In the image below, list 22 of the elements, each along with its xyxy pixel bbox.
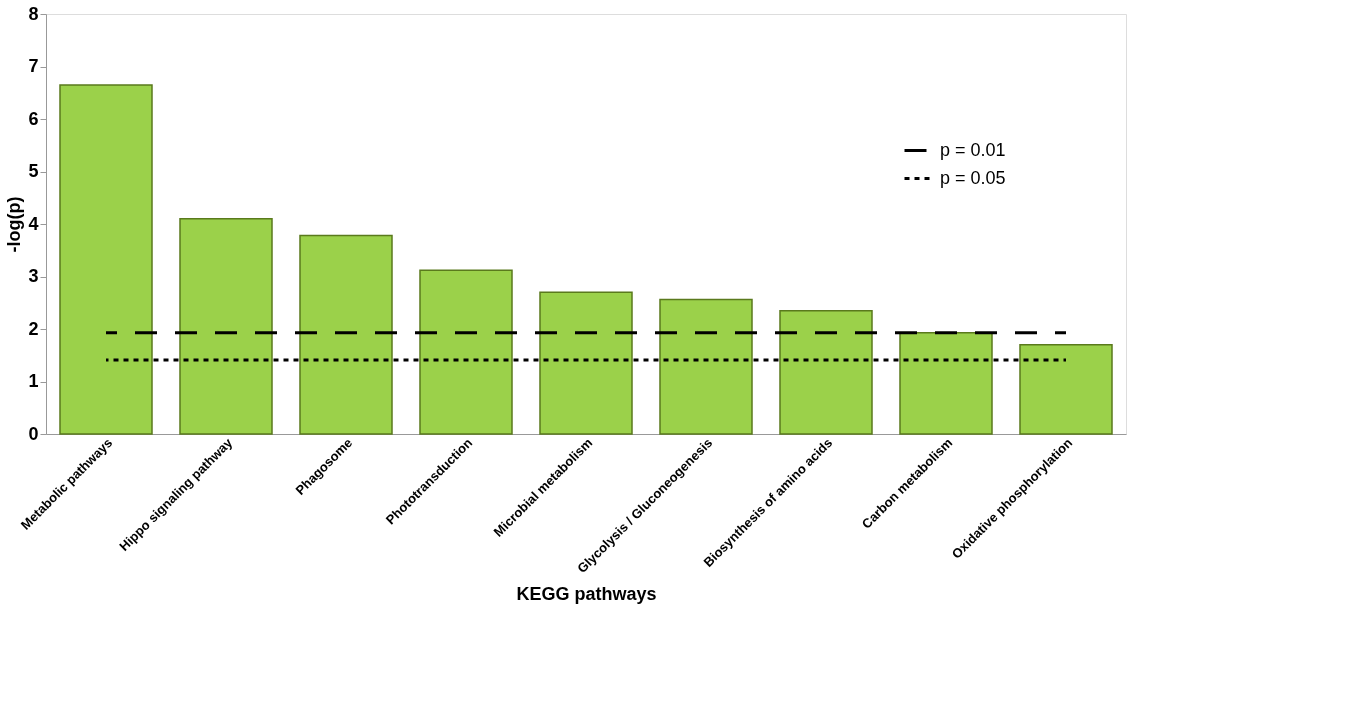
bar: [299, 234, 393, 435]
y-tick-label: 2: [28, 318, 39, 339]
bar: [899, 331, 993, 435]
bar: [59, 84, 153, 435]
y-tick-label: 4: [28, 213, 39, 234]
y-tick-label: 3: [28, 266, 39, 286]
y-axis-title: -log(p): [4, 196, 25, 253]
bar: [539, 291, 633, 435]
x-axis-title: KEGG pathways: [516, 583, 657, 604]
y-tick-label: 8: [28, 3, 39, 24]
y-tick-label: 5: [28, 161, 39, 181]
bar: [1019, 344, 1113, 435]
legend-label: p = 0.01: [940, 139, 1006, 160]
bar: [659, 298, 753, 435]
y-tick-label: 0: [28, 423, 39, 444]
bar: [419, 269, 513, 435]
bar: [179, 218, 273, 435]
y-tick-label: 7: [28, 56, 39, 76]
bar: [779, 309, 873, 435]
y-tick-label: 6: [28, 108, 39, 129]
legend-label: p = 0.05: [940, 167, 1006, 188]
y-tick-label: 1: [28, 371, 39, 391]
